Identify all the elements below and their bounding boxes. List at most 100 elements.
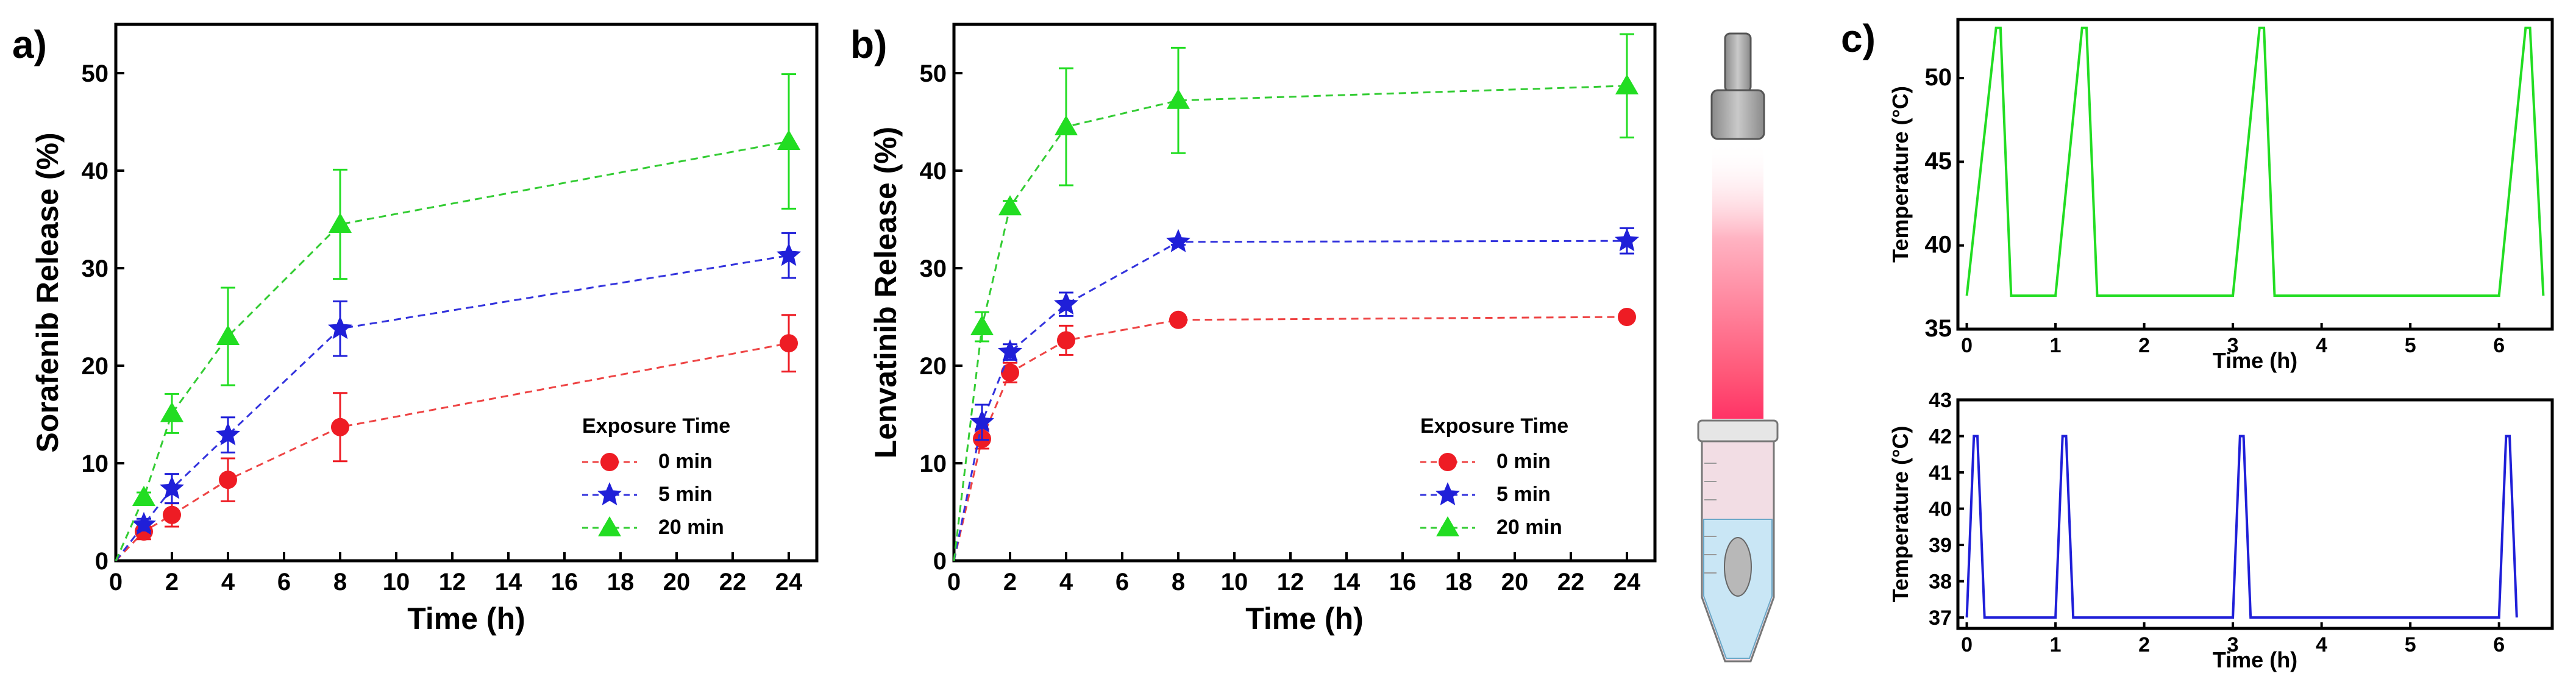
x-tick-label: 24: [1614, 569, 1641, 595]
x-tick-label: 1: [2050, 633, 2062, 656]
x-tick-label: 6: [1115, 569, 1129, 595]
data-point: [998, 339, 1022, 363]
y-tick-label: 42: [1929, 425, 1952, 449]
plot-frame: [1956, 18, 2554, 331]
x-tick-label: 4: [2316, 633, 2327, 656]
y-tick-label: 0: [933, 548, 947, 575]
data-point: [160, 402, 183, 422]
data-point: [216, 325, 240, 345]
data-point: [1166, 229, 1190, 252]
light-beam: [1712, 141, 1763, 419]
plot-frame: [952, 23, 1657, 563]
y-tick-label: 35: [1925, 315, 1952, 342]
series-2: [115, 73, 800, 561]
y-tick-label: 50: [1925, 64, 1952, 91]
y-tick-label: 39: [1929, 534, 1952, 557]
hydrogel-sample: [1724, 537, 1752, 597]
data-point: [970, 315, 994, 335]
data-point: [777, 243, 801, 266]
data-point: [329, 213, 352, 233]
legend-label: 5 min: [658, 483, 713, 506]
x-tick-label: 14: [495, 569, 522, 595]
legend-label: 20 min: [658, 516, 724, 539]
legend-title: Exposure Time: [1420, 414, 1568, 438]
light-source-base: [1710, 89, 1765, 140]
legend-title: Exposure Time: [582, 414, 730, 438]
x-tick-label: 10: [1221, 569, 1248, 595]
legend-marker: [597, 482, 622, 505]
y-tick-label: 30: [920, 255, 947, 282]
data-point: [970, 409, 994, 433]
y-axis-label: Temperature (°C): [1888, 426, 1913, 603]
data-point: [1615, 228, 1639, 252]
light-source-top: [1724, 32, 1752, 93]
y-tick-label: 30: [82, 255, 109, 282]
panel-a-label: a): [12, 23, 47, 66]
data-point: [132, 486, 155, 506]
x-tick-label: 4: [221, 569, 235, 595]
series-line: [953, 85, 1628, 561]
x-axis-label: Time (h): [2213, 348, 2297, 373]
y-tick-label: 20: [82, 353, 109, 380]
series-line: [115, 254, 789, 561]
x-tick-label: 4: [2316, 334, 2327, 357]
y-tick-label: 43: [1929, 389, 1952, 412]
series-2: [953, 33, 1638, 561]
data-point: [331, 418, 349, 436]
x-tick-label: 5: [2405, 334, 2416, 357]
series-line: [115, 140, 789, 561]
data-point: [1167, 88, 1190, 109]
temperature-line: [1965, 435, 2518, 619]
x-tick-label: 1: [2050, 334, 2062, 357]
x-tick-label: 6: [2493, 633, 2505, 656]
x-tick-label: 0: [1961, 334, 1973, 357]
series-0: [115, 314, 798, 562]
x-axis-label: Time (h): [407, 602, 525, 636]
x-tick-label: 20: [1501, 569, 1529, 595]
y-axis-label: Sorafenib Release (%): [30, 132, 65, 452]
x-tick-label: 24: [775, 569, 803, 595]
legend-label: 0 min: [1496, 450, 1551, 473]
legend-marker: [600, 453, 619, 471]
legend-label: 20 min: [1496, 516, 1562, 539]
data-point: [998, 195, 1022, 216]
x-tick-label: 12: [439, 569, 466, 595]
data-point: [780, 334, 798, 353]
series-line: [953, 240, 1628, 561]
x-tick-label: 2: [2138, 334, 2150, 357]
x-tick-label: 5: [2405, 633, 2416, 656]
x-tick-label: 12: [1277, 569, 1304, 595]
y-tick-label: 40: [1929, 498, 1952, 521]
x-axis-label: Time (h): [2213, 647, 2297, 672]
x-tick-label: 2: [1003, 569, 1017, 595]
data-point: [163, 505, 181, 524]
series-1: [115, 232, 801, 561]
data-point: [132, 511, 156, 535]
data-point: [328, 316, 352, 340]
plot-frame: [114, 23, 819, 563]
x-tick-label: 10: [383, 569, 410, 595]
x-tick-label: 0: [947, 569, 961, 595]
x-tick-label: 0: [1961, 633, 1973, 656]
y-tick-label: 38: [1929, 571, 1952, 594]
y-tick-label: 40: [920, 158, 947, 185]
x-axis-label: Time (h): [1245, 602, 1364, 636]
legend-label: 5 min: [1496, 483, 1551, 506]
tube-illustration: [1697, 32, 1779, 663]
data-point: [1615, 74, 1638, 94]
y-tick-label: 50: [82, 60, 109, 87]
legend-marker: [1439, 453, 1457, 471]
tube-cap: [1697, 419, 1779, 443]
data-point: [777, 130, 800, 150]
x-tick-label: 6: [277, 569, 291, 595]
x-tick-label: 18: [1445, 569, 1473, 595]
x-tick-label: 16: [551, 569, 578, 595]
y-tick-label: 40: [82, 158, 109, 185]
series-line: [953, 316, 1628, 561]
panel-b-label: b): [850, 23, 887, 66]
legend-marker: [598, 516, 621, 536]
x-tick-label: 6: [2493, 334, 2505, 357]
